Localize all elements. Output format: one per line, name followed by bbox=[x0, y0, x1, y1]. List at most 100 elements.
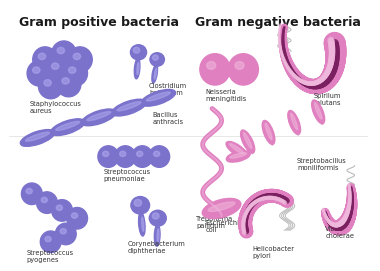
Ellipse shape bbox=[152, 213, 159, 219]
Ellipse shape bbox=[131, 196, 150, 214]
Ellipse shape bbox=[288, 111, 301, 134]
Ellipse shape bbox=[226, 141, 247, 158]
Ellipse shape bbox=[51, 119, 85, 136]
Ellipse shape bbox=[68, 67, 76, 73]
Ellipse shape bbox=[202, 198, 241, 218]
Ellipse shape bbox=[115, 146, 136, 167]
Ellipse shape bbox=[112, 99, 146, 116]
Ellipse shape bbox=[152, 65, 158, 83]
Ellipse shape bbox=[82, 109, 116, 126]
Ellipse shape bbox=[38, 73, 63, 99]
Ellipse shape bbox=[143, 95, 174, 106]
Ellipse shape bbox=[136, 151, 143, 157]
Ellipse shape bbox=[264, 124, 273, 145]
Text: Spirilum
volutans: Spirilum volutans bbox=[313, 93, 342, 106]
Ellipse shape bbox=[40, 231, 61, 253]
Ellipse shape bbox=[84, 114, 114, 126]
Text: Corynebacterium
diphtheriae: Corynebacterium diphtheriae bbox=[127, 241, 185, 254]
Ellipse shape bbox=[228, 155, 249, 162]
Ellipse shape bbox=[154, 225, 160, 246]
Ellipse shape bbox=[73, 53, 81, 60]
Ellipse shape bbox=[67, 208, 87, 229]
Ellipse shape bbox=[103, 151, 109, 157]
Ellipse shape bbox=[20, 130, 55, 146]
Ellipse shape bbox=[137, 62, 139, 75]
Text: Gram negative bacteria: Gram negative bacteria bbox=[195, 15, 361, 28]
Ellipse shape bbox=[45, 236, 51, 242]
Ellipse shape bbox=[133, 47, 140, 53]
Ellipse shape bbox=[132, 146, 153, 167]
Ellipse shape bbox=[290, 114, 299, 135]
Ellipse shape bbox=[36, 192, 57, 213]
Ellipse shape bbox=[315, 103, 322, 119]
Text: Streptobacillus
moniliformis: Streptobacillus moniliformis bbox=[297, 157, 347, 170]
Ellipse shape bbox=[154, 68, 157, 79]
Ellipse shape bbox=[56, 71, 81, 97]
Ellipse shape bbox=[141, 217, 144, 231]
Ellipse shape bbox=[38, 53, 46, 60]
Ellipse shape bbox=[52, 200, 73, 221]
Ellipse shape bbox=[235, 62, 244, 69]
Ellipse shape bbox=[57, 47, 65, 54]
Ellipse shape bbox=[87, 112, 111, 121]
Text: Staphylococcus
aureus: Staphylococcus aureus bbox=[30, 101, 82, 114]
Ellipse shape bbox=[46, 57, 71, 82]
Ellipse shape bbox=[208, 202, 235, 211]
Ellipse shape bbox=[262, 120, 275, 144]
Ellipse shape bbox=[149, 210, 166, 226]
Ellipse shape bbox=[130, 45, 147, 60]
Ellipse shape bbox=[152, 55, 158, 60]
Ellipse shape bbox=[228, 54, 258, 85]
Ellipse shape bbox=[227, 145, 246, 158]
Ellipse shape bbox=[200, 54, 230, 85]
Ellipse shape bbox=[146, 92, 170, 101]
Text: Neisseria
meningitidis: Neisseria meningitidis bbox=[206, 89, 247, 102]
Ellipse shape bbox=[120, 151, 126, 157]
Ellipse shape bbox=[56, 205, 63, 211]
Ellipse shape bbox=[33, 67, 40, 73]
Text: Gram positive bacteria: Gram positive bacteria bbox=[19, 15, 179, 28]
Text: Clostridium
botulinum: Clostridium botulinum bbox=[149, 83, 187, 96]
Ellipse shape bbox=[134, 199, 142, 206]
Ellipse shape bbox=[44, 80, 51, 86]
Ellipse shape bbox=[52, 124, 83, 136]
Ellipse shape bbox=[154, 151, 160, 157]
Ellipse shape bbox=[25, 132, 49, 141]
Ellipse shape bbox=[312, 100, 325, 124]
Ellipse shape bbox=[291, 113, 298, 130]
Ellipse shape bbox=[21, 183, 42, 205]
Ellipse shape bbox=[150, 53, 165, 66]
Ellipse shape bbox=[226, 151, 250, 162]
Ellipse shape bbox=[207, 62, 216, 69]
Ellipse shape bbox=[265, 123, 272, 140]
Text: Streptococcus
pneumoniae: Streptococcus pneumoniae bbox=[104, 169, 151, 182]
Ellipse shape bbox=[52, 41, 76, 66]
Ellipse shape bbox=[68, 47, 92, 72]
Ellipse shape bbox=[22, 135, 53, 146]
Ellipse shape bbox=[71, 213, 78, 218]
Text: Helicobacter
pylori: Helicobacter pylori bbox=[253, 246, 295, 259]
Ellipse shape bbox=[60, 228, 66, 234]
Ellipse shape bbox=[56, 121, 80, 130]
Ellipse shape bbox=[244, 133, 252, 149]
Ellipse shape bbox=[141, 89, 176, 106]
Ellipse shape bbox=[230, 144, 244, 154]
Ellipse shape bbox=[149, 146, 169, 167]
Ellipse shape bbox=[55, 223, 76, 245]
Ellipse shape bbox=[41, 197, 48, 203]
Text: Bacillus
anthracis: Bacillus anthracis bbox=[153, 112, 184, 125]
Ellipse shape bbox=[52, 63, 59, 69]
Text: Vibrio
cholerae: Vibrio cholerae bbox=[325, 226, 355, 239]
Text: Escherichia
coli: Escherichia coli bbox=[206, 220, 244, 233]
Ellipse shape bbox=[314, 103, 323, 124]
Ellipse shape bbox=[27, 60, 52, 86]
Ellipse shape bbox=[62, 78, 69, 84]
Ellipse shape bbox=[204, 206, 239, 218]
Ellipse shape bbox=[98, 146, 119, 167]
Text: Streptococcus
pyogenes: Streptococcus pyogenes bbox=[26, 250, 73, 263]
Ellipse shape bbox=[241, 130, 255, 153]
Ellipse shape bbox=[139, 212, 145, 236]
Text: Treponema
pallidum: Treponema pallidum bbox=[196, 216, 233, 229]
Ellipse shape bbox=[63, 60, 87, 86]
Ellipse shape bbox=[114, 104, 144, 116]
